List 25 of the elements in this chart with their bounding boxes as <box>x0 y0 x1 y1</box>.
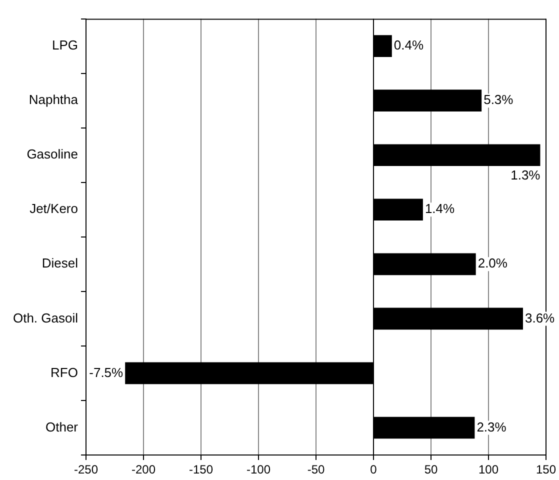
x-tick-label: 50 <box>424 462 438 477</box>
x-tick-label: 100 <box>478 462 499 477</box>
annotation: 5.3% <box>484 92 514 108</box>
y-tick-label: Naphtha <box>28 92 79 108</box>
y-tick-label: Gasoline <box>26 146 78 162</box>
x-tick-label: -200 <box>131 462 156 477</box>
annotation: 1.3% <box>510 168 541 183</box>
y-tick-label: RFO <box>50 364 78 380</box>
y-tick-label: Oth. Gasoil <box>12 310 78 326</box>
x-tick-label: 150 <box>536 462 556 477</box>
annotation: 3.6% <box>524 310 556 326</box>
y-tick-label: Other <box>45 419 79 434</box>
annotation: -7.5% <box>89 364 124 380</box>
x-tick-label: -100 <box>246 462 271 477</box>
x-tick-label: 0 <box>370 462 378 477</box>
x-tick-label: -150 <box>188 462 214 477</box>
annotation: 2.0% <box>478 256 508 271</box>
annotation: 1.4% <box>424 201 456 216</box>
y-tick-label: Diesel <box>42 256 78 271</box>
annotation: 0.4% <box>394 38 424 53</box>
y-tick-label: LPG <box>52 38 78 53</box>
x-tick-label: -250 <box>74 462 98 477</box>
x-tick-label: -50 <box>307 462 325 477</box>
y-tick-label: Jet/Kero <box>30 201 78 216</box>
annotation: 2.3% <box>476 419 507 434</box>
